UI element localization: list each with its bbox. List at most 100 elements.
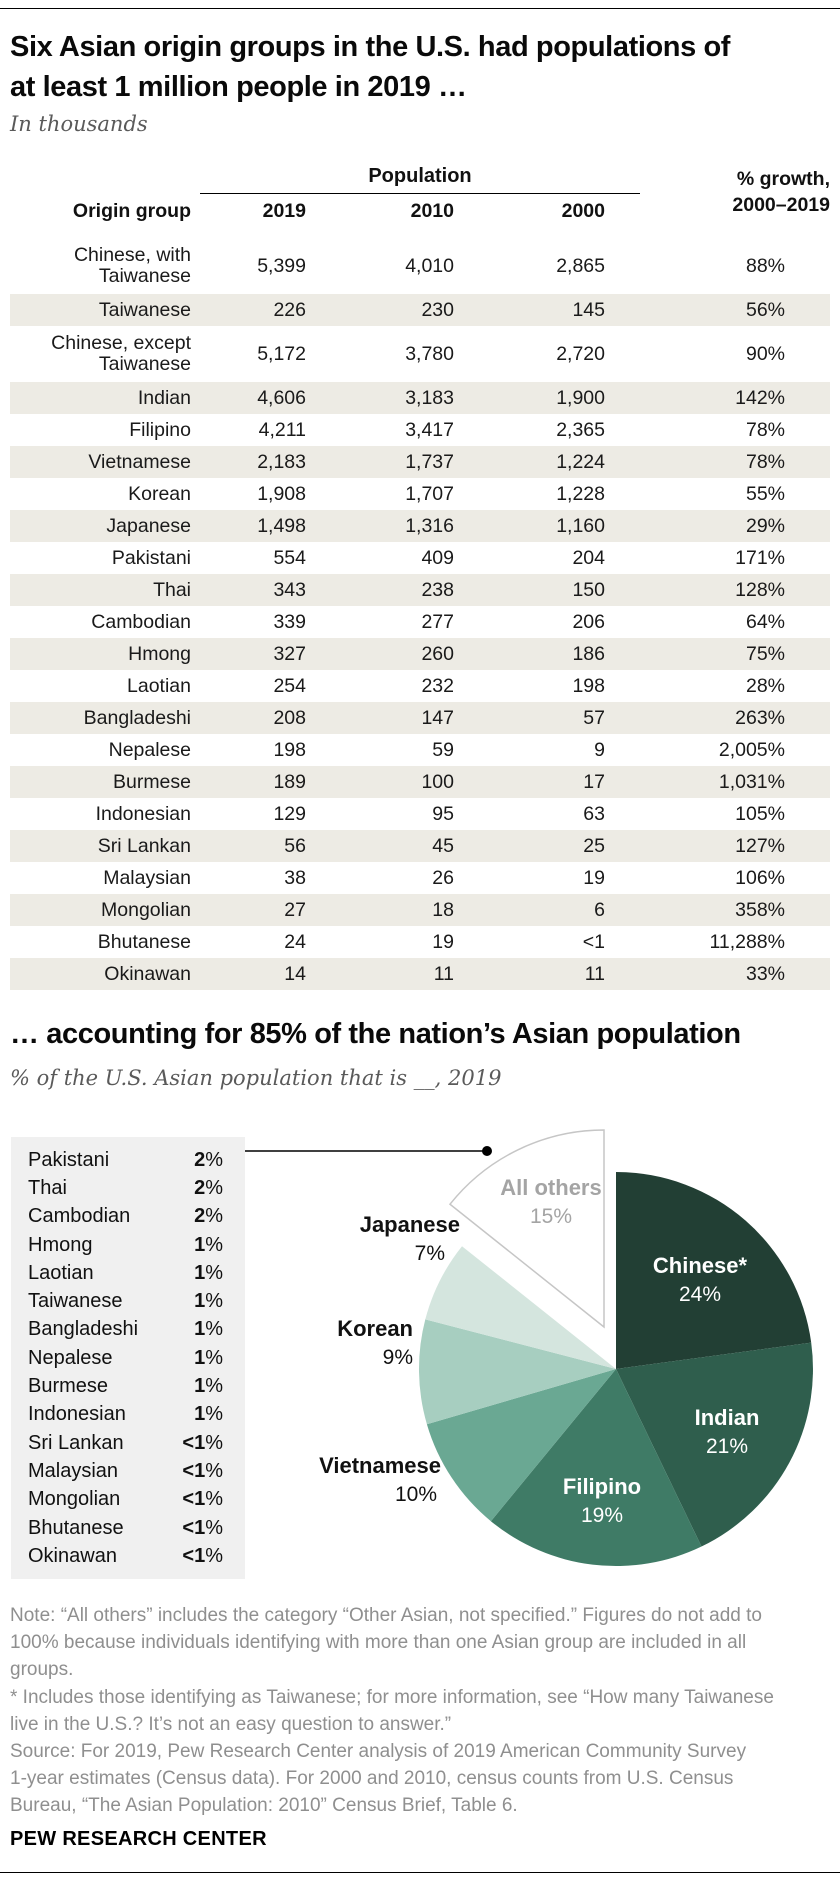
origin-cell: Okinawan (104, 962, 191, 985)
table-row-filipino: Filipino 4,211 3,417 2,365 78% (10, 414, 830, 446)
value-cell: 277 (421, 610, 454, 633)
value-cell: 1,908 (257, 482, 306, 505)
value-cell: 11 (433, 962, 454, 985)
value-cell: 171% (735, 546, 785, 569)
legend-value: 1% (194, 1346, 223, 1369)
pie-slice-filipino (490, 1369, 702, 1567)
legend-value: 1% (194, 1233, 223, 1256)
pie-slice-japanese (425, 1246, 616, 1369)
origin-cell: Chinese, with Taiwanese (73, 244, 191, 287)
value-cell: 75% (745, 642, 785, 665)
footnote-line: groups. (10, 1659, 74, 1681)
legend-value: <1% (182, 1488, 223, 1511)
legend-list: Pakistani 2% Thai 2% Cambodian 2% Hmong 1% Laoti… (11, 1146, 245, 1570)
origin-cell: Burmese (112, 770, 191, 793)
legend-value: 1% (194, 1403, 223, 1426)
legend-label: Bhutanese (28, 1516, 124, 1539)
legend-item-burmese: Burmese 1% (11, 1372, 245, 1400)
origin-cell: Indian (137, 386, 191, 409)
pie-section-subtitle: % of the U.S. Asian population that is _… (10, 1066, 502, 1090)
legend-label: Hmong (28, 1233, 93, 1256)
legend-item-nepalese: Nepalese 1% (11, 1344, 245, 1372)
value-cell: 18 (432, 898, 454, 921)
value-cell: 45 (432, 834, 454, 857)
value-cell: 88% (745, 254, 785, 277)
value-cell: 198 (273, 738, 306, 761)
legend-label: Okinawan (28, 1544, 117, 1567)
origin-cell: Bangladeshi (83, 706, 191, 729)
legend-label: Taiwanese (28, 1290, 123, 1313)
footnote-line: 1-year estimates (Census data). For 2000… (10, 1768, 734, 1790)
value-cell: 90% (745, 342, 785, 365)
table-row-indian: Indian 4,606 3,183 1,900 142% (10, 382, 830, 414)
value-cell: 56% (745, 298, 785, 321)
table-row-vietnamese: Vietnamese 2,183 1,737 1,224 78% (10, 446, 830, 478)
value-cell: 208 (273, 706, 306, 729)
legend-value: 2% (194, 1148, 223, 1171)
legend-item-thai: Thai 2% (11, 1174, 245, 1202)
value-cell: 1,031% (718, 770, 785, 793)
legend-item-pakistani: Pakistani 2% (11, 1146, 245, 1174)
origin-cell: Thai (153, 578, 191, 601)
value-cell: 2,005% (718, 738, 785, 761)
origin-cell: Pakistani (111, 546, 191, 569)
value-cell: 554 (273, 546, 306, 569)
footnote-line: Source: For 2019, Pew Research Center an… (10, 1741, 747, 1763)
origin-cell: Chinese, except Taiwanese (51, 332, 191, 375)
value-cell: 206 (572, 610, 605, 633)
table-header-row: Origin group 2019 2010 2000 (10, 200, 830, 223)
legend-value: 2% (194, 1205, 223, 1228)
value-cell: 9 (594, 738, 605, 761)
value-cell: 55% (745, 482, 785, 505)
legend-label: Sri Lankan (28, 1431, 124, 1454)
value-cell: 186 (572, 642, 605, 665)
table-row-japanese: Japanese 1,498 1,316 1,160 29% (10, 510, 830, 542)
small-groups-legend-box: Pakistani 2% Thai 2% Cambodian 2% Hmong 1% Laoti… (11, 1137, 245, 1580)
value-cell: 6 (594, 898, 605, 921)
table-row-laotian: Laotian 254 232 198 28% (10, 670, 830, 702)
legend-value: 2% (194, 1176, 223, 1199)
legend-item-mongolian: Mongolian <1% (11, 1486, 245, 1514)
value-cell: 254 (273, 674, 306, 697)
slice-label-indian: Indian (695, 1405, 760, 1430)
legend-value: 1% (194, 1261, 223, 1284)
population-header-underline (200, 193, 640, 194)
legend-item-cambodian: Cambodian 2% (11, 1203, 245, 1231)
value-cell: 19 (583, 866, 605, 889)
value-cell: 17 (583, 770, 605, 793)
legend-value: <1% (182, 1516, 223, 1539)
legend-label: Thai (28, 1176, 67, 1199)
value-cell: 128% (735, 578, 785, 601)
table-row-indonesian: Indonesian 129 95 63 105% (10, 798, 830, 830)
value-cell: <1 (582, 930, 605, 953)
value-cell: 11,288% (709, 930, 785, 953)
table-row-pakistani: Pakistani 554 409 204 171% (10, 542, 830, 574)
value-cell: 343 (273, 578, 306, 601)
origin-cell: Malaysian (103, 866, 191, 889)
legend-label: Malaysian (28, 1459, 119, 1482)
table-row-thai: Thai 343 238 150 128% (10, 574, 830, 606)
table-row-chinese-with-taiwanese: Chinese, with Taiwanese 5,399 4,010 2,865 88… (10, 238, 830, 294)
value-cell: 127% (735, 834, 785, 857)
bottom-rule (0, 1872, 840, 1873)
slice-value-chinese-: 24% (679, 1283, 721, 1306)
value-cell: 358% (735, 898, 785, 921)
pie-slice-korean (418, 1319, 616, 1425)
title-line-2: at least 1 million people in 2019 … (10, 71, 467, 103)
year-header-2019: 2019 (262, 200, 306, 222)
value-cell: 1,224 (556, 450, 605, 473)
legend-item-hmong: Hmong 1% (11, 1231, 245, 1259)
table-row-okinawan: Okinawan 14 11 11 33% (10, 958, 830, 990)
table-row-nepalese: Nepalese 198 59 9 2,005% (10, 734, 830, 766)
value-cell: 327 (273, 642, 306, 665)
value-cell: 64% (745, 610, 785, 633)
legend-label: Nepalese (28, 1346, 113, 1369)
origin-cell: Vietnamese (88, 450, 191, 473)
value-cell: 56 (284, 834, 306, 857)
footnote-line: Note: “All others” includes the category… (10, 1605, 762, 1626)
pie-slice-chinese- (616, 1172, 812, 1369)
legend-item-taiwanese: Taiwanese 1% (11, 1287, 245, 1315)
legend-label: Laotian (28, 1261, 94, 1284)
value-cell: 204 (572, 546, 605, 569)
value-cell: 4,010 (405, 254, 454, 277)
